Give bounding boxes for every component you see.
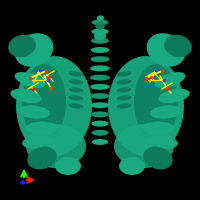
Ellipse shape — [158, 89, 190, 103]
Ellipse shape — [26, 121, 58, 134]
Ellipse shape — [10, 89, 42, 103]
Ellipse shape — [92, 19, 108, 25]
Ellipse shape — [90, 56, 110, 62]
Ellipse shape — [117, 87, 131, 93]
Ellipse shape — [97, 15, 104, 21]
Ellipse shape — [117, 79, 131, 85]
Ellipse shape — [150, 105, 182, 119]
Ellipse shape — [90, 93, 110, 99]
Ellipse shape — [164, 35, 192, 57]
Ellipse shape — [155, 72, 185, 88]
Ellipse shape — [8, 35, 36, 57]
Ellipse shape — [117, 103, 131, 109]
Ellipse shape — [69, 79, 83, 85]
Ellipse shape — [22, 135, 54, 149]
Ellipse shape — [91, 38, 109, 44]
Ellipse shape — [142, 121, 174, 134]
Ellipse shape — [119, 157, 145, 175]
Ellipse shape — [55, 157, 81, 175]
Ellipse shape — [117, 95, 131, 101]
Ellipse shape — [90, 75, 110, 81]
Ellipse shape — [22, 64, 66, 140]
Ellipse shape — [146, 135, 178, 149]
Ellipse shape — [69, 95, 83, 101]
Ellipse shape — [147, 33, 185, 67]
Ellipse shape — [15, 33, 53, 67]
Ellipse shape — [91, 29, 109, 35]
Ellipse shape — [91, 111, 109, 117]
Ellipse shape — [134, 64, 178, 140]
Ellipse shape — [90, 84, 110, 90]
Ellipse shape — [95, 22, 105, 30]
Ellipse shape — [108, 56, 184, 156]
Ellipse shape — [114, 124, 174, 168]
Ellipse shape — [26, 124, 86, 168]
Ellipse shape — [69, 87, 83, 93]
Ellipse shape — [143, 147, 173, 169]
Ellipse shape — [16, 56, 92, 156]
Ellipse shape — [92, 139, 108, 145]
Ellipse shape — [91, 121, 109, 127]
Ellipse shape — [117, 71, 131, 77]
Ellipse shape — [94, 32, 106, 40]
Ellipse shape — [18, 105, 50, 119]
Ellipse shape — [92, 130, 108, 136]
Ellipse shape — [69, 103, 83, 109]
Ellipse shape — [15, 72, 45, 88]
Ellipse shape — [90, 65, 110, 71]
Ellipse shape — [91, 47, 109, 53]
Ellipse shape — [27, 147, 57, 169]
Ellipse shape — [69, 71, 83, 77]
Ellipse shape — [91, 102, 109, 108]
